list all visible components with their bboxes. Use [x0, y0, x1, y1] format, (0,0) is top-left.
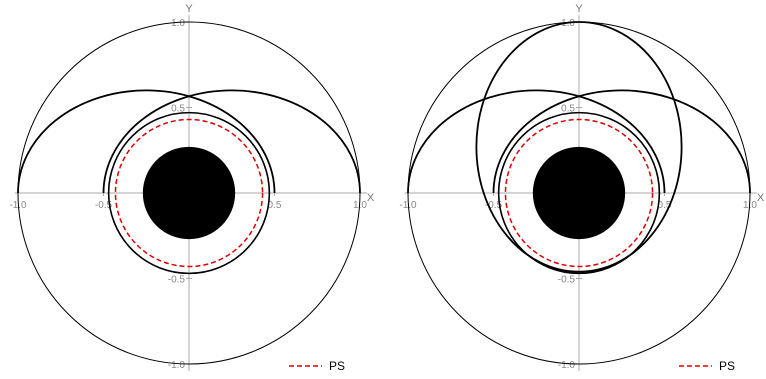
y-tick-label: -0.5 [558, 275, 576, 286]
x-tick-label: -0.5 [95, 200, 113, 211]
orbit-arc-1 [407, 89, 666, 194]
y-axis-label: Y [575, 3, 583, 15]
ps-circle [504, 118, 654, 268]
legend-label: PS [719, 359, 735, 373]
x-tick-label: 1.0 [743, 200, 757, 211]
orbit-arc-1 [17, 89, 276, 194]
black-hole-disk [532, 146, 626, 240]
x-tick-label: 1.0 [353, 200, 367, 211]
x-tick-label: 0.5 [658, 200, 672, 211]
x-axis-label: X [757, 192, 765, 204]
y-tick-label: 0.5 [561, 104, 575, 115]
ps-circle [114, 118, 264, 268]
x-tick-label: 0.5 [268, 200, 282, 211]
x-tick-label: -0.5 [485, 200, 503, 211]
inner-orbit-circle [497, 111, 661, 275]
legend-label: PS [329, 359, 345, 373]
y-tick-label: -1.0 [168, 360, 186, 371]
y-tick-label: -1.0 [558, 360, 576, 371]
y-axis-label: Y [185, 3, 193, 15]
y-tick-label: -0.5 [168, 275, 186, 286]
inner-orbit-circle [107, 111, 271, 275]
orbit-vertical-ellipse [475, 21, 683, 273]
black-hole-disk [142, 146, 236, 240]
x-axis-label: X [367, 192, 375, 204]
orbit-arc-2 [102, 89, 361, 194]
y-tick-label: 0.5 [171, 104, 185, 115]
y-tick-label: 1.0 [171, 18, 185, 29]
orbit-arc-2 [492, 89, 751, 194]
